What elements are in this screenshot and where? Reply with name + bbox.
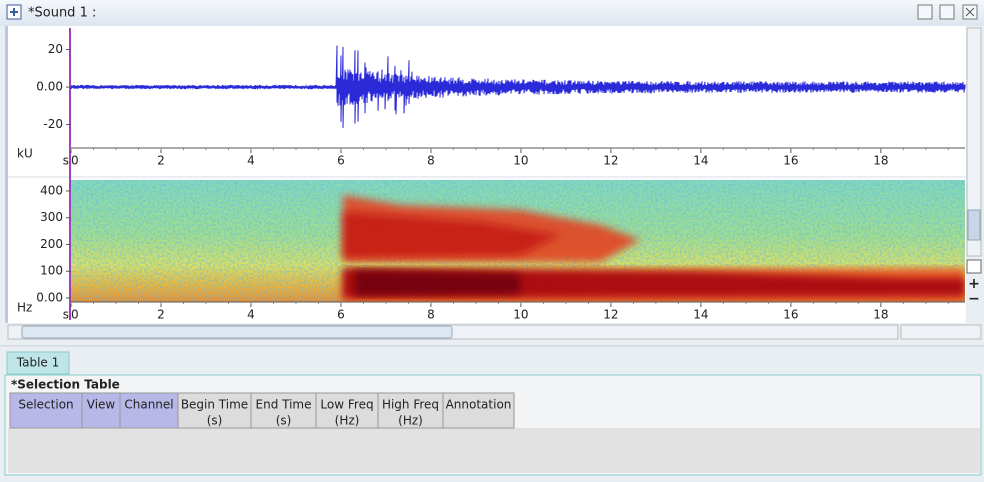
panel-edge [5,26,8,323]
x-tick-label: 6 [337,308,345,322]
y-unit: kU [17,147,33,161]
spectrogram-energy [343,212,560,258]
x-tick-label: 14 [693,154,708,168]
x-tick-label: 18 [873,154,888,168]
y-tick-label: -20 [43,117,63,131]
x-tick-label: 2 [157,154,165,168]
y-tick-label: 0.00 [36,80,63,94]
y-tick-label: 0.00 [36,290,63,304]
column-header [250,392,317,429]
x-tick-label: 6 [337,154,345,168]
column-unit: (Hz) [335,414,360,428]
minimize-button[interactable] [917,4,933,20]
zoom-controls[interactable] [900,324,982,340]
x-unit: s [63,154,69,168]
column-label: Selection [18,398,73,412]
y-tick-label: 200 [40,237,63,251]
column-header [119,392,179,429]
tab[interactable] [6,351,70,375]
x-tick-label: 14 [693,308,708,322]
column-label: View [87,398,116,412]
y-tick-label: 400 [40,183,63,197]
column-header [177,392,252,429]
column-unit: (s) [207,414,223,428]
title-bar [0,0,984,26]
window-title: *Sound 1 : [28,6,96,21]
column-header [315,392,379,429]
column-label: Begin Time [181,398,248,412]
x-tick-label: 4 [247,154,255,168]
spectrogram-image [71,180,965,302]
waveform-signal [70,45,966,129]
x-tick-label: 10 [513,154,528,168]
x-tick-label: 0 [71,154,79,168]
x-tick-label: 8 [427,154,435,168]
x-tick-label: 12 [603,308,618,322]
x-tick-label: 0 [71,308,79,322]
tab-label[interactable]: Table 1 [16,356,59,370]
y-tick-label: 20 [48,42,63,56]
column-unit: (Hz) [398,414,423,428]
scroll-thumb[interactable] [967,209,981,241]
column-label: High Freq [382,398,439,412]
x-tick-label: 18 [873,308,888,322]
x-tick-label: 16 [783,154,798,168]
column-label: Low Freq [320,398,373,412]
waveform-panel [5,26,966,176]
column-header [81,392,121,429]
spectrogram-energy [355,270,520,296]
scroll-thumb[interactable] [21,325,453,339]
zoom-fit-button[interactable] [966,259,982,274]
x-unit: s [63,308,69,322]
x-tick-label: 2 [157,308,165,322]
maximize-button[interactable] [939,4,955,20]
x-tick-label: 8 [427,308,435,322]
zoom-in-button[interactable]: + [968,276,980,292]
table-title: *Selection Table [11,378,120,392]
table-body [8,428,980,473]
column-label: Channel [124,398,173,412]
x-tick-label: 4 [247,308,255,322]
zoom-out-button[interactable]: − [968,291,980,307]
y-unit: Hz [17,301,32,315]
column-label: End Time [256,398,312,412]
y-tick-label: 100 [40,264,63,278]
x-tick-label: 12 [603,154,618,168]
x-tick-label: 10 [513,308,528,322]
column-header [442,392,515,429]
column-header [377,392,444,429]
window-icon-glyph [10,8,18,16]
column-header [9,392,83,429]
column-unit: (s) [276,414,292,428]
y-tick-label: 300 [40,210,63,224]
close-glyph [965,7,975,17]
vertical-scrollbar[interactable] [966,27,982,257]
column-label: Annotation [446,398,512,412]
x-tick-label: 16 [783,308,798,322]
